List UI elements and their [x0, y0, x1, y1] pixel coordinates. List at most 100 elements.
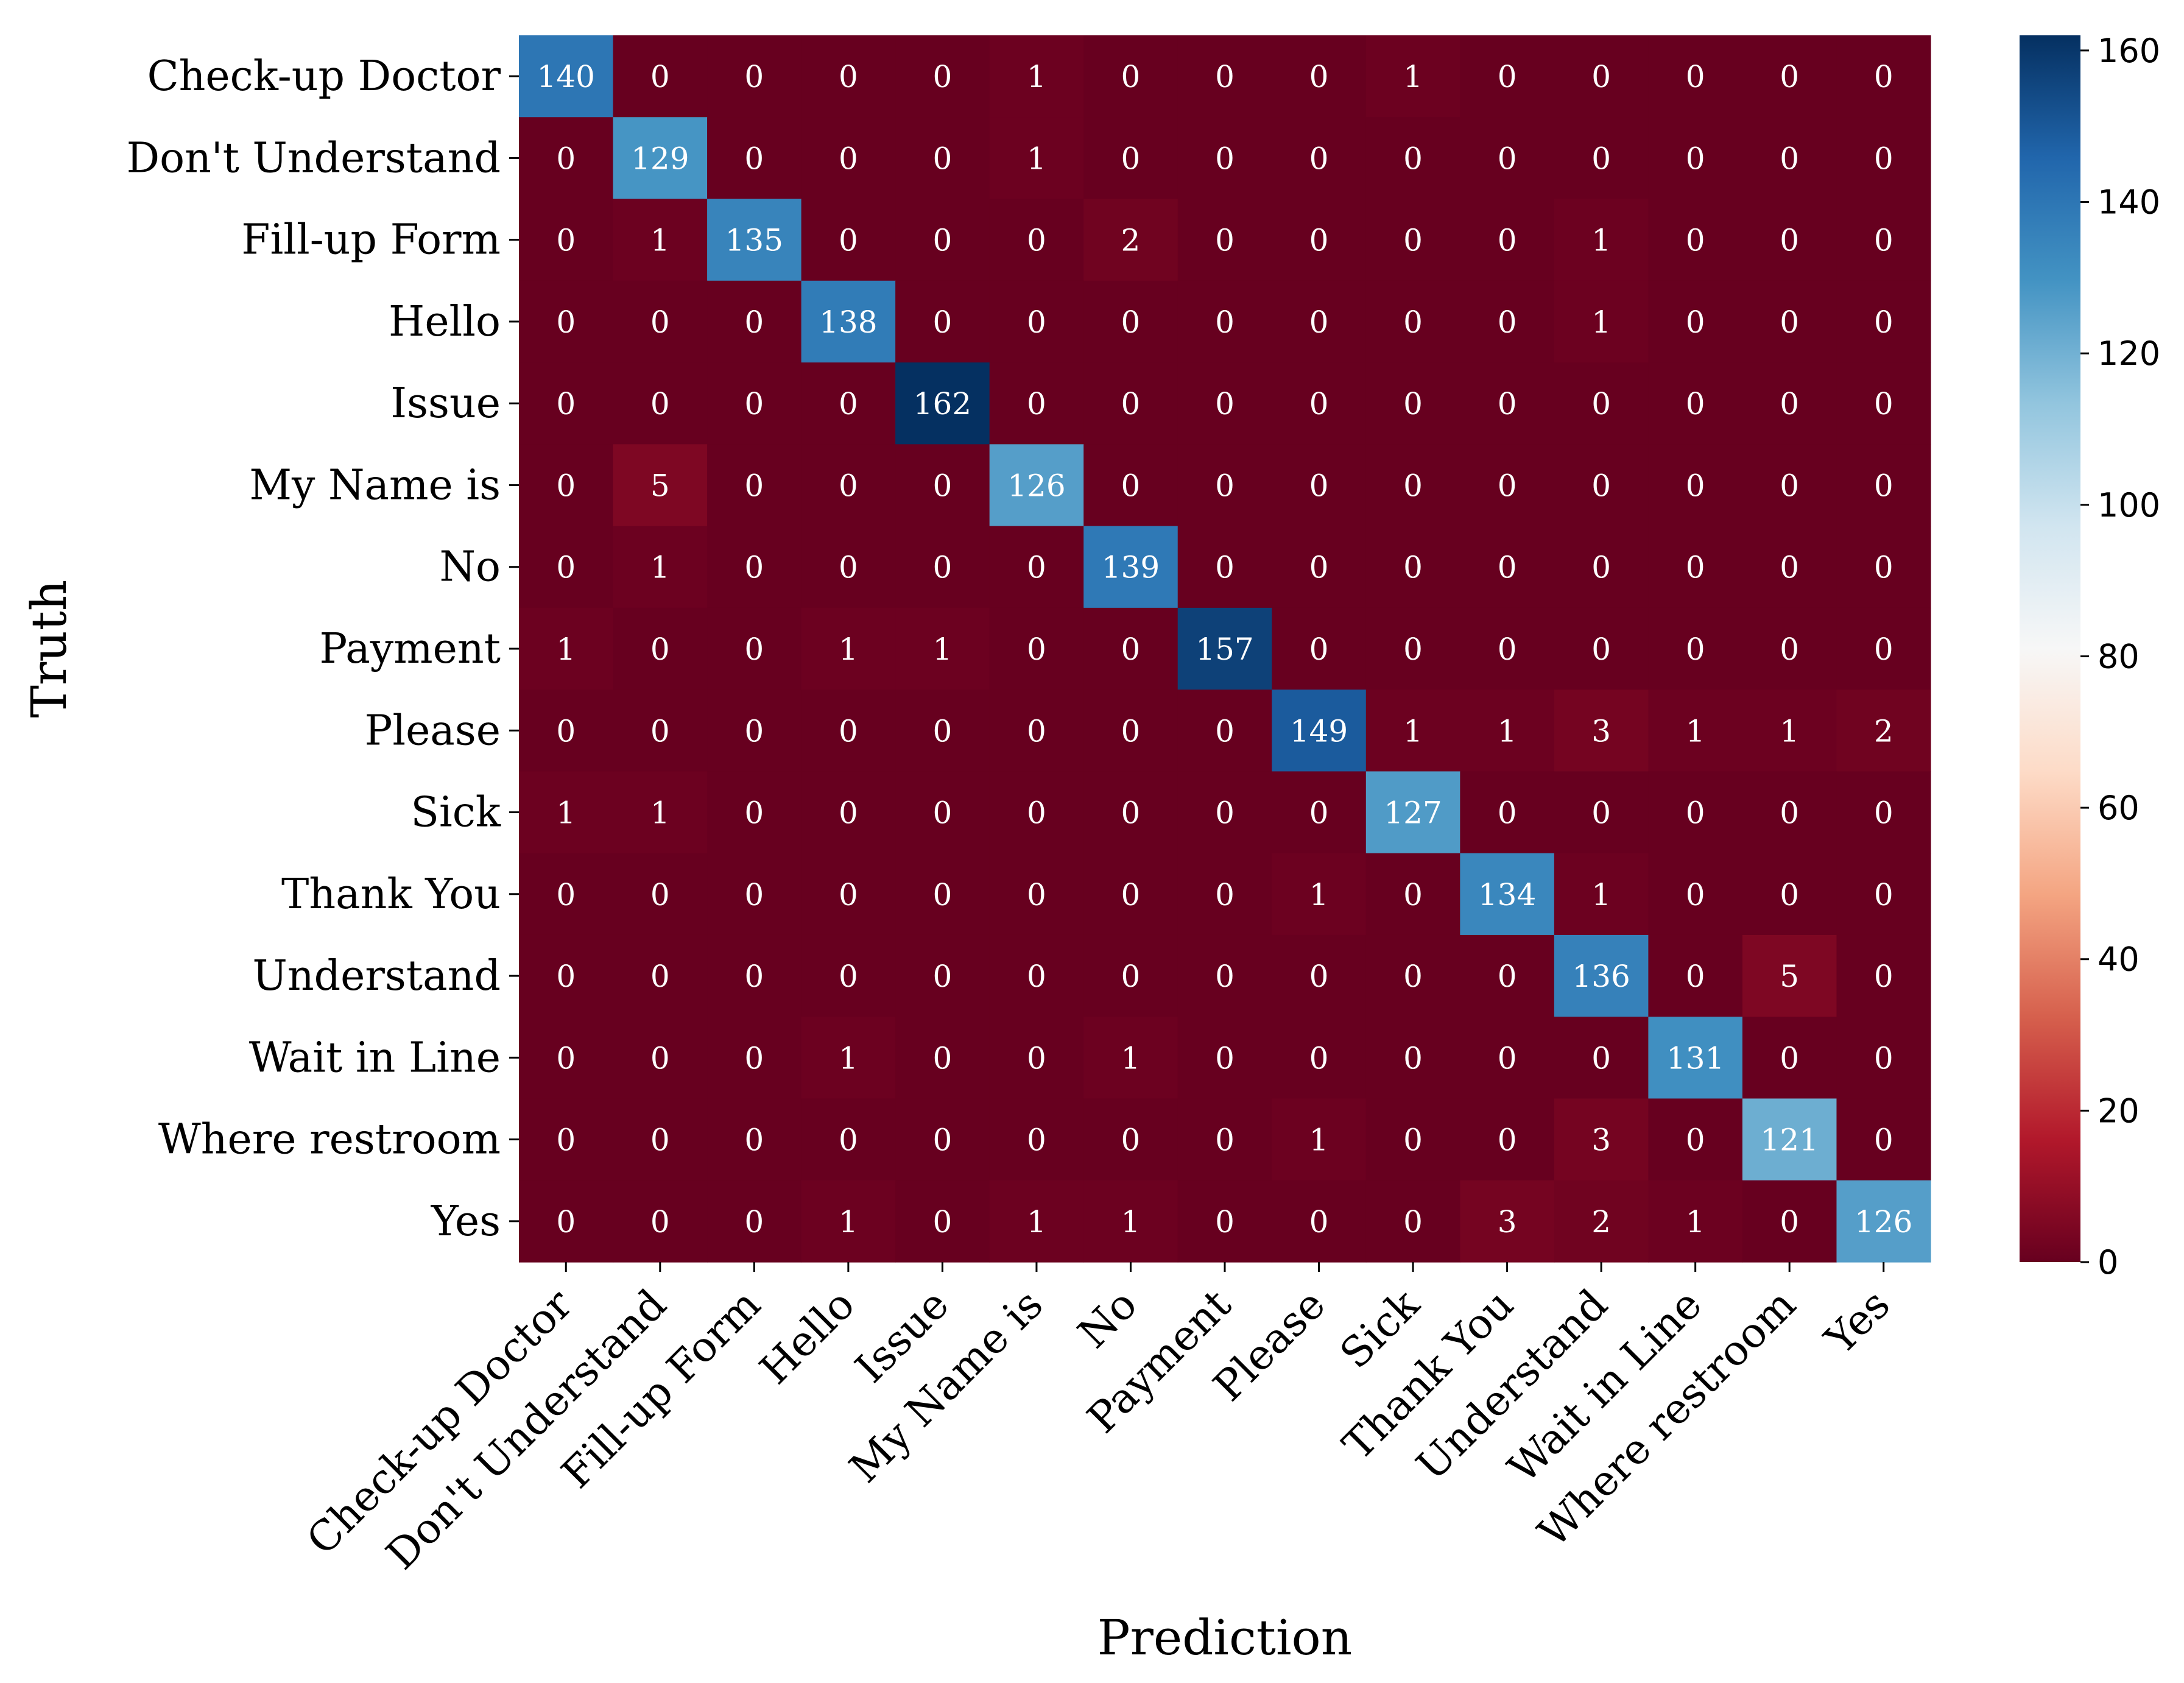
heatmap-cell [707, 35, 802, 118]
heatmap-cell-value: 0 [1215, 796, 1235, 831]
heatmap-cell-value: 0 [744, 141, 764, 176]
heatmap-cell-value: 0 [932, 796, 952, 831]
y-tick-label: Please [365, 707, 501, 755]
heatmap-cell [1554, 853, 1649, 936]
heatmap-cell-value: 0 [744, 59, 764, 94]
y-tick-label: Wait in Line [249, 1034, 501, 1082]
heatmap-cell-value: 0 [1309, 305, 1329, 340]
heatmap-cell [1554, 444, 1649, 527]
heatmap-cell-value: 1 [1027, 59, 1046, 94]
heatmap-cell [1365, 526, 1460, 609]
heatmap-cell [1083, 771, 1178, 854]
heatmap-cell [1742, 690, 1837, 772]
heatmap-cell [707, 1098, 802, 1181]
heatmap-cell-value: 0 [839, 223, 858, 258]
heatmap-cell-value: 0 [1591, 468, 1611, 503]
heatmap-cell [801, 771, 896, 854]
heatmap-cell-value: 0 [1027, 550, 1046, 585]
heatmap-cell-value: 0 [1780, 305, 1799, 340]
heatmap-cell-value: 0 [1027, 877, 1046, 912]
heatmap-cell [519, 771, 614, 854]
heatmap-cell [519, 35, 614, 118]
heatmap-cell [707, 690, 802, 772]
heatmap-cell [1554, 690, 1649, 772]
heatmap-cell [895, 607, 990, 690]
heatmap-cell [989, 362, 1084, 445]
heatmap-cell-value: 0 [1780, 632, 1799, 667]
heatmap-cell [1083, 35, 1178, 118]
heatmap-cell-value: 0 [744, 305, 764, 340]
heatmap-cell [1177, 1098, 1272, 1181]
heatmap-cell [1460, 444, 1555, 527]
y-tick-label: My Name is [249, 461, 501, 509]
heatmap-cell [707, 607, 802, 690]
heatmap-cell-value: 126 [1855, 1204, 1912, 1240]
heatmap-cell [613, 934, 708, 1017]
heatmap-cell [1177, 280, 1272, 363]
heatmap-cell [1272, 35, 1367, 118]
heatmap-cell [801, 444, 896, 527]
heatmap-cell-value: 0 [556, 1040, 576, 1076]
heatmap-cell [989, 1098, 1084, 1181]
heatmap-cell [1083, 280, 1178, 363]
heatmap-cell-value: 3 [1591, 713, 1611, 749]
heatmap-cell-value: 0 [1686, 223, 1705, 258]
x-axis-title: Prediction [1097, 1609, 1352, 1666]
heatmap-cell-value: 0 [556, 550, 576, 585]
heatmap-cell [707, 526, 802, 609]
heatmap-cell [1272, 117, 1367, 200]
heatmap-cell [1083, 690, 1178, 772]
heatmap-cell [1460, 690, 1555, 772]
heatmap-cell-value: 126 [1007, 468, 1065, 503]
heatmap-cell-value: 1 [1309, 1123, 1329, 1158]
heatmap-cell [519, 1017, 614, 1099]
heatmap-cell [1742, 771, 1837, 854]
heatmap-cell-value: 0 [1309, 223, 1329, 258]
heatmap-cell [1836, 853, 1931, 936]
heatmap-cell [519, 280, 614, 363]
heatmap-cell-value: 0 [650, 1123, 670, 1158]
heatmap-cell [1648, 1017, 1743, 1099]
heatmap-cell [1272, 690, 1367, 772]
heatmap-cell-value: 0 [1686, 632, 1705, 667]
heatmap-cell-value: 0 [1403, 632, 1423, 667]
colorbar: 0 20 40 60 80 100 120 140 160 [2020, 32, 2160, 1282]
heatmap-cell-value: 0 [1498, 59, 1517, 94]
heatmap-cell [519, 444, 614, 527]
heatmap-cell-value: 0 [556, 959, 576, 994]
colorbar-tick-label: 60 [2098, 789, 2140, 827]
heatmap-cell [1272, 444, 1367, 527]
heatmap-cell [1365, 1180, 1460, 1263]
heatmap-cell-value: 1 [839, 1204, 858, 1240]
heatmap-cell [1648, 771, 1743, 854]
heatmap-cell-value: 0 [839, 877, 858, 912]
heatmap-cell [1177, 35, 1272, 118]
heatmap-cell-value: 0 [839, 550, 858, 585]
heatmap-cell-value: 0 [1215, 59, 1235, 94]
heatmap-cell-value: 0 [1027, 796, 1046, 831]
heatmap-cell [989, 853, 1084, 936]
heatmap-cell-value: 0 [1780, 141, 1799, 176]
heatmap-cell-value: 0 [556, 386, 576, 422]
heatmap-cell-value: 1 [1591, 305, 1611, 340]
heatmap-cell-value: 1 [556, 632, 576, 667]
heatmap-cell-value: 0 [650, 1040, 670, 1076]
heatmap-cell [1272, 526, 1367, 609]
heatmap-cell [895, 362, 990, 445]
heatmap-cell-value: 0 [1686, 1123, 1705, 1158]
heatmap-cell [1648, 1098, 1743, 1181]
heatmap-cell [801, 280, 896, 363]
heatmap-cell-value: 0 [556, 468, 576, 503]
heatmap-cell [613, 117, 708, 200]
heatmap-cell-value: 0 [1027, 223, 1046, 258]
heatmap-cell-value: 0 [1121, 59, 1141, 94]
colorbar-tick-label: 20 [2098, 1092, 2140, 1130]
heatmap-cell [707, 444, 802, 527]
heatmap-cell-value: 1 [1591, 223, 1611, 258]
heatmap-cell [1272, 280, 1367, 363]
heatmap-cell [989, 35, 1084, 118]
heatmap-cell-value: 0 [1215, 305, 1235, 340]
heatmap-cell [895, 690, 990, 772]
heatmap-cell-value: 0 [1215, 141, 1235, 176]
heatmap-cell [895, 1098, 990, 1181]
